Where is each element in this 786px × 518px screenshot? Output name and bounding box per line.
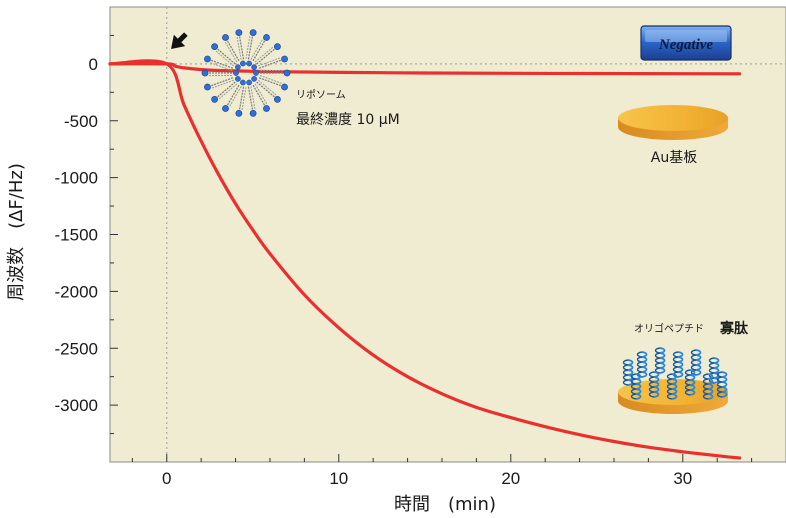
negative-badge-label: Negative [658, 37, 713, 53]
oligopeptide-label: オリゴペプチド [634, 322, 704, 335]
y-tick-label: -1500 [55, 226, 98, 245]
x-tick-label: 20 [501, 469, 520, 488]
x-tick-label: 30 [673, 469, 692, 488]
oligopeptide-disc-icon [618, 379, 728, 414]
injection-arrow-icon [171, 32, 188, 49]
y-tick-label: -1000 [55, 169, 98, 188]
y-tick-label: -3000 [55, 396, 98, 415]
y-tick-label: -500 [64, 112, 98, 131]
series-line-2 [108, 59, 742, 460]
x-axis-ticks: 0 10 20 30 [131, 454, 753, 488]
au-substrate-label: Au基板 [651, 149, 697, 166]
au-substrate-icon [618, 105, 728, 140]
y-tick-label: -2000 [55, 282, 98, 301]
y-tick-label: -2500 [55, 339, 98, 358]
oligopeptide-bold-label: 寡肽 [719, 320, 749, 337]
y-axis-title: 周波数 (ΔF/Hz) [6, 163, 27, 301]
x-axis-title: 時間 (min) [394, 494, 496, 515]
liposome-icon [201, 29, 291, 117]
y-axis-ticks: 0 -500 -1000 -1500 -2000 -2500 -3000 [55, 34, 118, 435]
helix-peptides-icon [622, 347, 728, 400]
concentration-label: 最終濃度 10 μM [296, 112, 400, 128]
x-tick-label: 0 [162, 469, 171, 488]
y-tick-label: 0 [89, 55, 98, 74]
liposome-label: リポソーム [296, 89, 346, 101]
x-tick-label: 10 [329, 469, 348, 488]
negative-badge: Negative [640, 25, 732, 61]
